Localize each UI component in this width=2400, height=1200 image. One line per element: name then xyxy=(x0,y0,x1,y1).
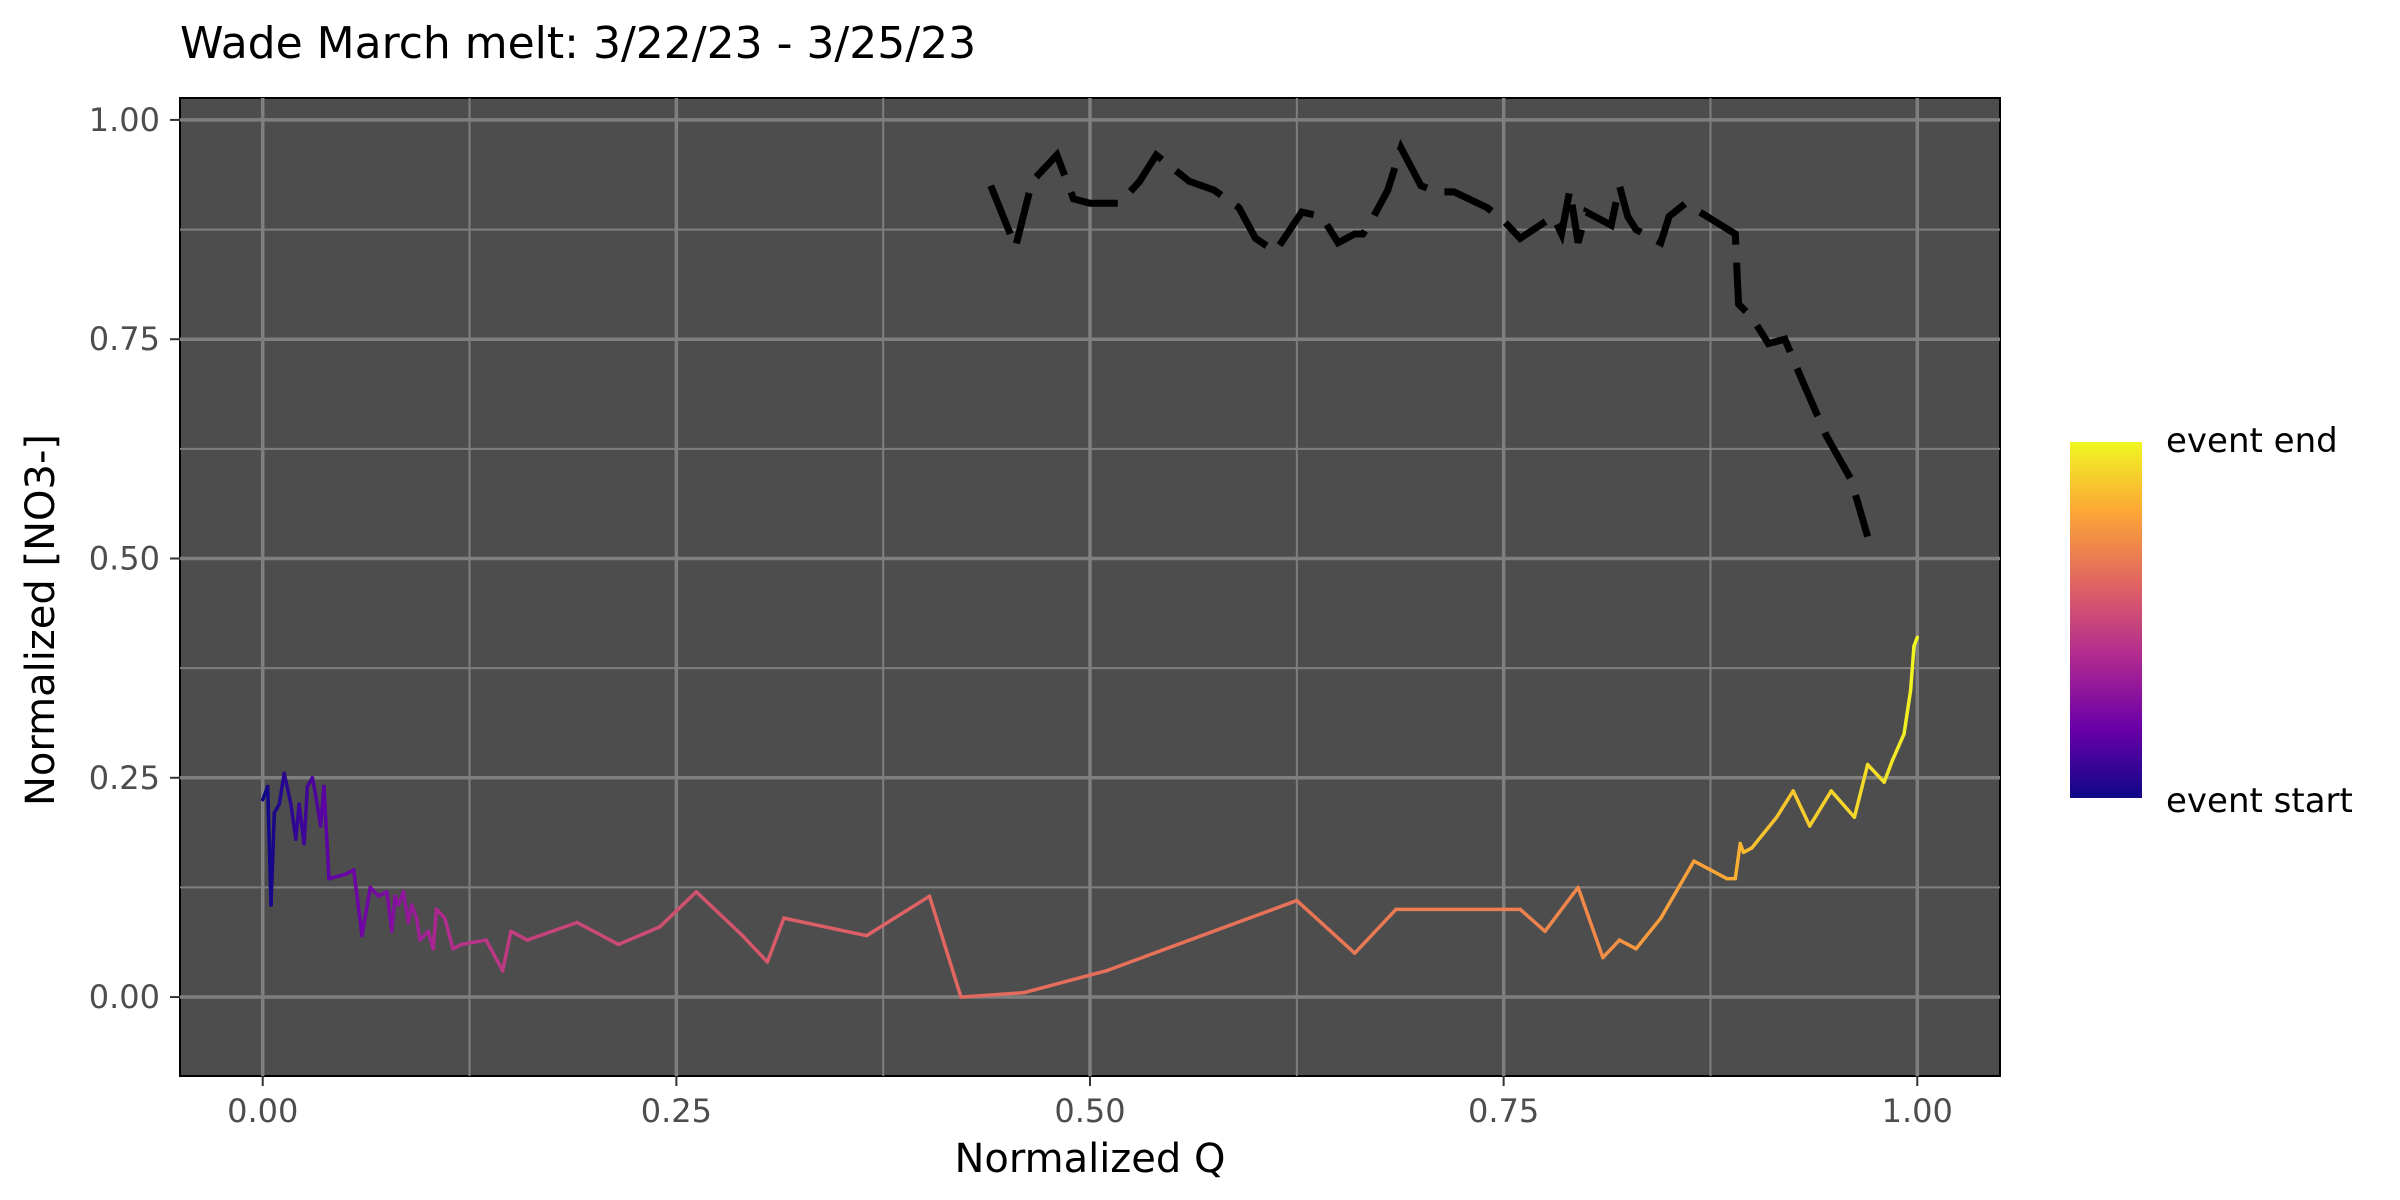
series-segment xyxy=(1890,732,1906,762)
colorbar-label-start: event start xyxy=(2166,781,2353,821)
y-tick-label: 0.25 xyxy=(89,759,160,797)
series-layer xyxy=(260,138,1920,999)
series-segment xyxy=(434,907,447,920)
series-segment xyxy=(1750,815,1779,850)
grid-major xyxy=(180,98,2000,1076)
series-segment xyxy=(322,784,331,881)
series-segment xyxy=(782,916,869,938)
colorbar-label-end: event end xyxy=(2166,421,2338,461)
series-segment xyxy=(694,890,745,938)
series-segment xyxy=(351,868,364,938)
x-tick-label: 0.25 xyxy=(641,1092,712,1130)
series-segment xyxy=(1902,688,1913,736)
series-segment xyxy=(1908,644,1916,692)
series-segment xyxy=(442,916,455,951)
series-segment xyxy=(431,907,439,951)
chart-title: Wade March melt: 3/22/23 - 3/25/23 xyxy=(180,18,976,69)
series-segment xyxy=(1774,789,1795,819)
series-segment xyxy=(1659,859,1696,920)
y-axis-ticks: 0.00 0.25 0.50 0.75 1.00 xyxy=(89,101,180,1016)
x-axis-label: Normalized Q xyxy=(954,1136,1225,1182)
series-segment xyxy=(1022,968,1109,995)
series-segment xyxy=(368,885,381,898)
series-segment xyxy=(1865,762,1886,784)
series-segment xyxy=(1104,898,1299,973)
series-segment xyxy=(864,894,932,938)
series-segment xyxy=(1829,789,1857,819)
series-segment xyxy=(390,894,397,934)
x-axis-ticks: 0.00 0.25 0.50 0.75 1.00 xyxy=(227,1076,1953,1130)
series-segment xyxy=(1882,758,1895,784)
series-segment xyxy=(1692,859,1713,872)
series-segment xyxy=(1807,789,1833,828)
series-segment xyxy=(302,784,310,846)
series-segment xyxy=(282,771,293,806)
series-segment xyxy=(1912,635,1920,648)
series-segment xyxy=(1733,841,1742,881)
series-segment xyxy=(550,920,579,934)
y-tick-label: 1.00 xyxy=(89,101,160,139)
series-segment xyxy=(525,929,555,942)
x-tick-label: 1.00 xyxy=(1882,1092,1953,1130)
series-segment xyxy=(927,894,963,999)
x-tick-label: 0.75 xyxy=(1468,1092,1539,1130)
series-segment xyxy=(1634,916,1663,951)
series-segment xyxy=(1601,938,1622,960)
series-segment xyxy=(1852,762,1870,819)
series-segment xyxy=(1708,868,1729,881)
y-tick-label: 0.50 xyxy=(89,539,160,577)
x-tick-label: 0.00 xyxy=(227,1092,298,1130)
y-axis-label: Normalized [NO3-] xyxy=(18,434,64,806)
x-tick-label: 0.50 xyxy=(1054,1092,1125,1130)
colorbar xyxy=(2070,440,2142,800)
series-segment xyxy=(1576,885,1605,960)
series-segment xyxy=(1543,885,1580,934)
series-segment xyxy=(459,938,488,947)
series-segment xyxy=(277,771,286,806)
series-segment xyxy=(509,929,530,942)
y-tick-label: 0.75 xyxy=(89,320,160,358)
series-segment xyxy=(616,925,662,947)
series-segment xyxy=(740,933,770,964)
y-tick-label: 0.00 xyxy=(89,978,160,1016)
colorbar-legend: event end event start xyxy=(2070,421,2353,821)
series-segment xyxy=(269,811,277,907)
series-segment xyxy=(360,885,373,938)
series-segment xyxy=(500,929,513,973)
series-segment xyxy=(765,916,786,964)
series-segment xyxy=(1791,789,1812,828)
series-line-dashed xyxy=(987,138,1871,538)
series-segment xyxy=(484,938,505,973)
series-segment xyxy=(1295,898,1357,955)
series-segment xyxy=(1352,907,1398,955)
series-segment xyxy=(959,990,1026,999)
series-segment xyxy=(575,920,621,947)
series-segment xyxy=(409,903,419,920)
series-segment xyxy=(401,890,411,925)
series-segment xyxy=(327,872,348,881)
series-segment xyxy=(310,776,318,798)
series-segment xyxy=(658,890,698,929)
series-segment xyxy=(1518,907,1547,934)
series-segment xyxy=(414,916,422,942)
